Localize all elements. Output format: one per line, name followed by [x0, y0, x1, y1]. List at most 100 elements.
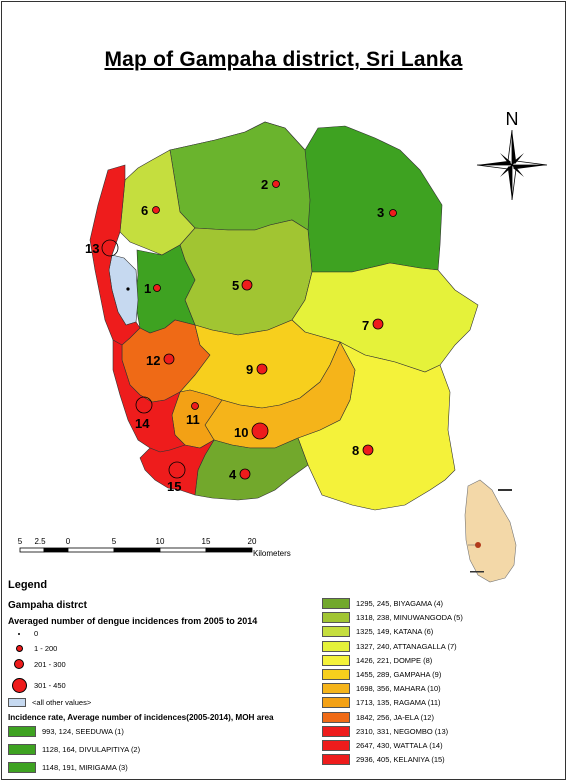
marker-9	[256, 363, 268, 375]
region-15-kelaniya	[139, 439, 215, 496]
area-label: 1842, 256, JA-ELA (12)	[356, 712, 434, 722]
marker-6	[152, 206, 160, 214]
region-13-negombo	[89, 164, 141, 346]
region-label-15: 15	[167, 479, 181, 494]
region-2-divulapitiya	[169, 121, 311, 231]
marker-8	[362, 444, 374, 456]
scale-tick-label: 0	[66, 537, 71, 546]
legend-dot-class: 1 - 200	[8, 644, 57, 653]
area-color-swatch	[322, 612, 350, 624]
scale-tick-labels: 5 2.5 0 5 10 15 20	[18, 537, 257, 546]
scale-tick-label: 10	[156, 537, 165, 546]
legend-area-item: 1842, 256, JA-ELA (12)	[322, 711, 434, 723]
legend-dot-class: 0	[8, 629, 38, 638]
scale-unit-label: Kilometers	[253, 549, 291, 558]
marker-2	[272, 180, 280, 188]
region-label-7: 7	[362, 318, 369, 333]
region-label-5: 5	[232, 278, 239, 293]
region-5-minuwangoda	[179, 219, 313, 336]
region-label-4: 4	[229, 467, 237, 482]
area-label: 2647, 430, WATTALA (14)	[356, 741, 443, 750]
legend-area-item: 2310, 331, NEGOMBO (13)	[322, 725, 449, 737]
area-label: 2936, 405, KELANIYA (15)	[356, 755, 445, 765]
marker-7	[372, 318, 384, 330]
legend-layer-name: Gampaha distrct	[8, 600, 87, 611]
marker-11	[191, 402, 199, 410]
area-label: 1698, 356, MAHARA (10)	[356, 684, 441, 694]
region-label-3: 3	[377, 205, 384, 220]
region-label-1: 1	[144, 281, 151, 296]
other-values-label: <all other values>	[32, 698, 92, 707]
north-arrow-icon	[476, 129, 548, 201]
area-color-swatch	[322, 626, 350, 638]
marker-15	[168, 461, 186, 479]
region-label-8: 8	[352, 443, 359, 458]
legend-area-item: 2936, 405, KELANIYA (15)	[322, 754, 445, 766]
area-label: 1128, 164, DIVULAPITIYA (2)	[42, 745, 141, 754]
legend-area-item: 1698, 356, MAHARA (10)	[322, 683, 441, 695]
area-color-swatch	[322, 725, 350, 737]
legend-area-item: 2647, 430, WATTALA (14)	[322, 740, 443, 751]
incidence-dot-icon	[14, 659, 24, 669]
incidence-dot-icon	[11, 678, 27, 693]
legend-area-item: 1713, 135, RAGAMA (11)	[322, 697, 441, 709]
legend-area-item: 1455, 289, GAMPAHA (9)	[322, 669, 441, 680]
area-label: 1318, 238, MINUWANGODA (5)	[356, 613, 463, 623]
area-color-swatch	[322, 669, 350, 680]
marker-1	[126, 287, 130, 291]
area-label: 993, 124, SEEDUWA (1)	[42, 727, 124, 736]
legend-area-item: 1148, 191, MIRIGAMA (3)	[8, 762, 128, 773]
incidence-dot-icon	[18, 632, 20, 635]
legend-dengue-heading: Averaged number of dengue incidences fro…	[8, 616, 258, 626]
legend-heading: Legend	[8, 579, 48, 591]
marker-5	[241, 279, 253, 291]
incidence-dot-icon	[15, 645, 23, 652]
area-color-swatch	[322, 640, 350, 652]
region-label-11: 11	[186, 412, 200, 427]
map-title: Map of Gampaha district, Sri Lanka	[104, 48, 463, 71]
region-label-10: 10	[234, 425, 248, 440]
dot-class-label: 0	[34, 629, 39, 638]
marker-10	[251, 422, 269, 440]
legend-dot-class: 201 - 300	[8, 659, 66, 669]
area-label: 1325, 149, KATANA (6)	[356, 627, 434, 637]
area-label: 1426, 221, DOMPE (8)	[356, 655, 433, 665]
area-color-swatch	[8, 762, 36, 773]
sri-lanka-inset-map	[464, 479, 517, 583]
area-label: 1295, 245, BIYAGAMA (4)	[356, 599, 443, 608]
marker-13	[101, 239, 119, 257]
area-color-swatch	[8, 726, 36, 737]
other-values-swatch	[8, 698, 26, 707]
area-label: 1327, 240, ATTANAGALLA (7)	[356, 641, 457, 651]
scale-tick-label: 2.5	[34, 537, 46, 546]
area-color-swatch	[322, 711, 350, 723]
area-color-swatch	[322, 654, 350, 666]
legend-area-item: 1327, 240, ATTANAGALLA (7)	[322, 640, 457, 652]
scale-tick-label: 5	[18, 537, 23, 546]
scale-tick-label: 15	[202, 537, 211, 546]
area-label: 1148, 191, MIRIGAMA (3)	[42, 763, 128, 772]
area-label: 1455, 289, GAMPAHA (9)	[356, 670, 442, 679]
region-label-9: 9	[246, 362, 253, 377]
region-label-12: 12	[146, 353, 160, 368]
legend-area-item: 1295, 245, BIYAGAMA (4)	[322, 598, 443, 609]
dot-class-label: 301 - 450	[34, 681, 66, 690]
area-color-swatch	[322, 740, 350, 751]
region-label-13: 13	[85, 241, 99, 256]
marker-3	[389, 209, 397, 217]
legend-area-item: 1325, 149, KATANA (6)	[322, 626, 434, 638]
area-color-swatch	[322, 683, 350, 695]
legend-other-values: <all other values>	[8, 698, 91, 707]
north-label: N	[506, 109, 519, 129]
area-label: 1713, 135, RAGAMA (11)	[356, 698, 441, 708]
area-color-swatch	[8, 744, 36, 755]
area-label: 2310, 331, NEGOMBO (13)	[356, 726, 449, 736]
region-label-6: 6	[141, 203, 148, 218]
area-color-swatch	[322, 598, 350, 609]
marker-4	[239, 468, 251, 480]
scale-tick-label: 5	[112, 537, 117, 546]
marker-14	[135, 396, 153, 414]
scale-tick-label: 20	[248, 537, 257, 546]
